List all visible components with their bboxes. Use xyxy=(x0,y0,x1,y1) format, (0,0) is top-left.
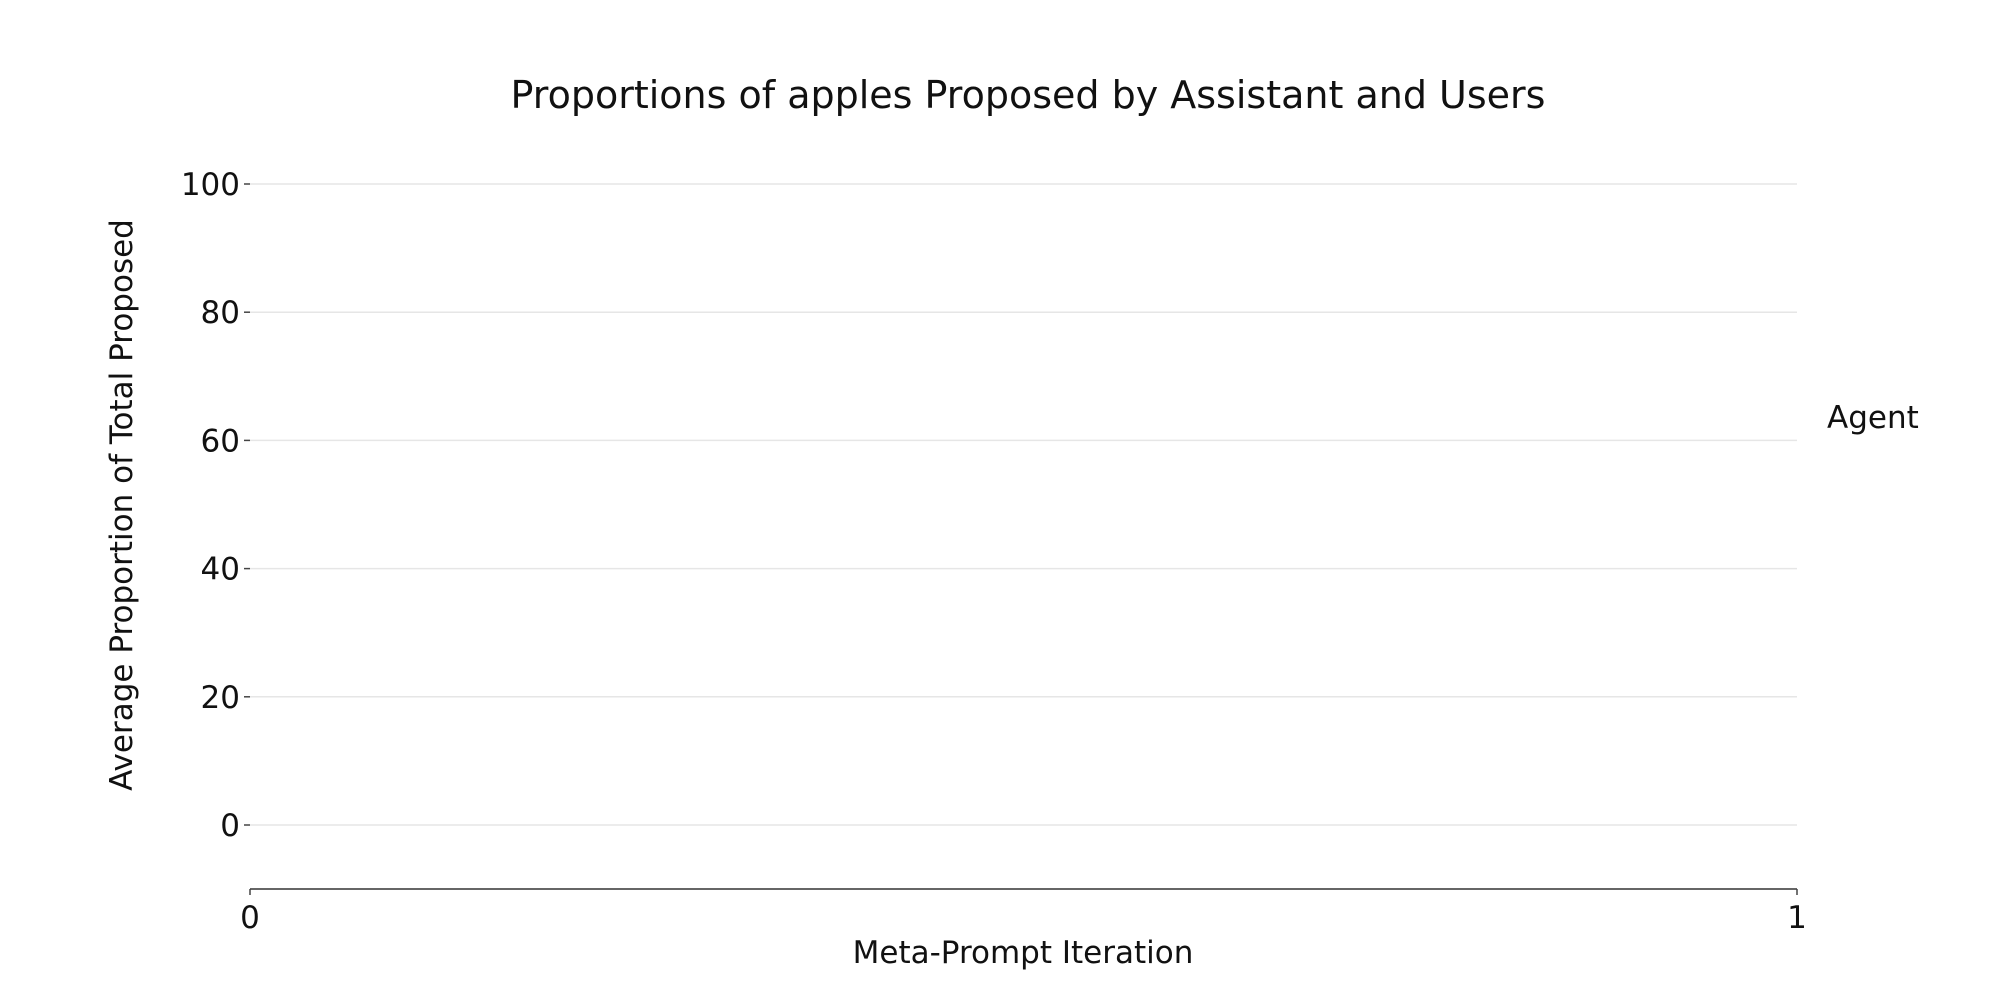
legend-label-agent: Agent xyxy=(1827,400,1919,436)
y-tick-label: 100 xyxy=(181,167,240,203)
y-tick-label: 20 xyxy=(201,680,240,716)
y-axis-label: Average Proportion of Total Proposed xyxy=(104,219,140,791)
chart-title: Proportions of apples Proposed by Assist… xyxy=(511,73,1546,117)
y-tick-label: 40 xyxy=(201,552,240,588)
y-tick-label: 80 xyxy=(201,295,240,331)
grid-lines xyxy=(250,183,1797,826)
y-axis: 0 20 40 60 80 100 xyxy=(181,167,250,844)
y-tick-label: 60 xyxy=(201,423,240,459)
x-axis-label: Meta-Prompt Iteration xyxy=(853,935,1194,971)
x-tick-label: 0 xyxy=(240,900,260,936)
legend: Agent xyxy=(1827,400,1919,436)
x-tick-label: 1 xyxy=(1787,900,1807,936)
y-tick-label: 0 xyxy=(220,808,240,844)
